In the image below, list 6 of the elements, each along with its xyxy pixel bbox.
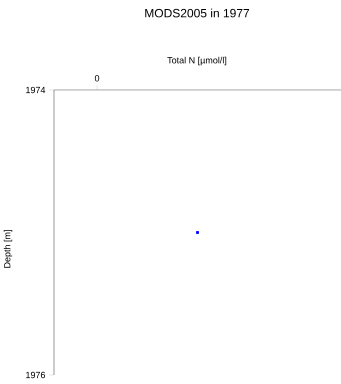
y-tick-label: 1976 [26,372,46,378]
chart-title: MODS2005 in 1977 [145,8,250,18]
y-axis-title: Depth [m] [4,230,12,268]
x-axis-title: Total N [µmol/l] [167,56,226,66]
text: 0 [94,75,100,82]
y-tick-label: 1974 [26,86,46,94]
